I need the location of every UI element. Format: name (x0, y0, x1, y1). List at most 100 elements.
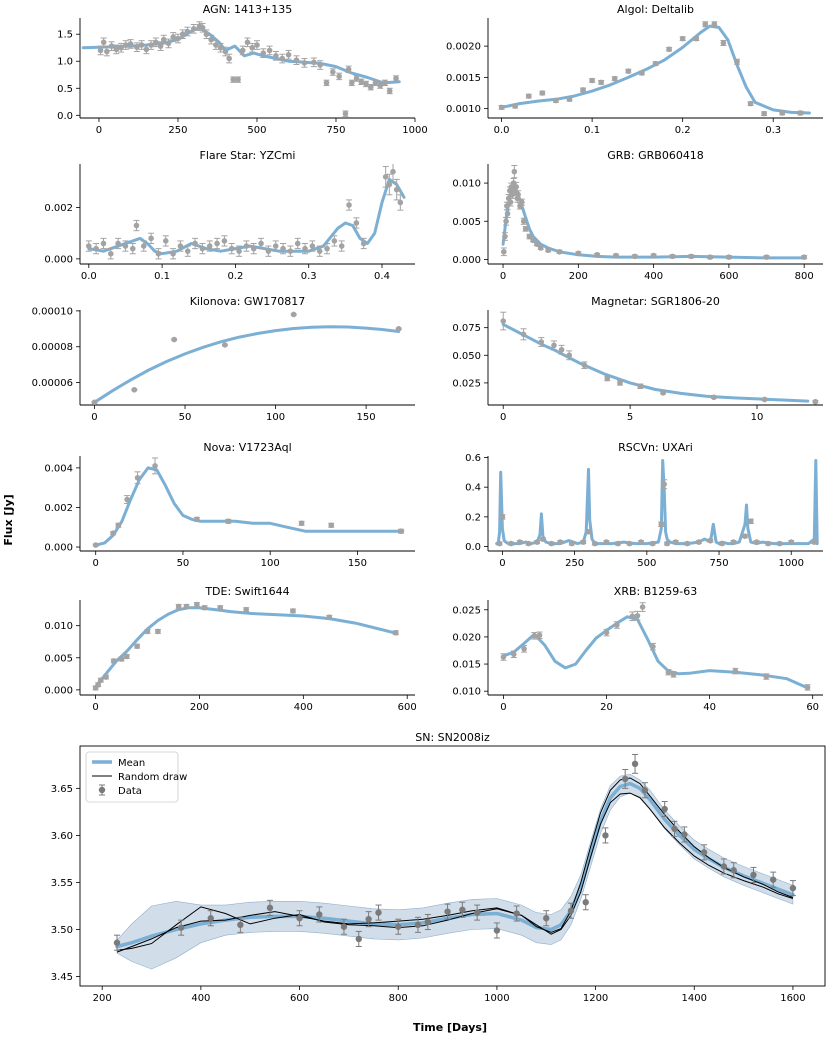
plot-area (500, 311, 819, 405)
data-point (613, 252, 619, 259)
x-tick-label: 40 (703, 702, 716, 713)
data-point (155, 628, 161, 635)
data-point (769, 876, 777, 883)
data-point (513, 910, 520, 917)
data-point (294, 240, 301, 247)
y-tick-label: 3.50 (51, 925, 73, 936)
data-point (626, 540, 633, 547)
data-point (679, 35, 686, 42)
data-point (395, 326, 402, 332)
y-tick-label: 0.015 (452, 660, 481, 671)
data-point (393, 75, 399, 82)
data-point (568, 540, 575, 547)
data-point (118, 44, 124, 51)
data-point (177, 924, 185, 931)
mean-line (94, 606, 399, 689)
chart-panel: GRB: GRB060418 0 200 400 600 800 0.000 0.005 0.0… (452, 149, 823, 282)
x-tick-label: 0 (92, 702, 98, 713)
data-point (97, 47, 104, 54)
y-tick-label: 0.002 (44, 503, 73, 514)
data-point (534, 241, 540, 247)
y-tick-label: 0.075 (452, 323, 481, 334)
y-tick-label: 0.0 (57, 111, 73, 122)
data-point (280, 245, 286, 252)
data-point (519, 199, 525, 205)
data-point (614, 622, 620, 628)
data-point (730, 539, 737, 545)
y-tick-label: 0.050 (452, 351, 481, 362)
data-point (598, 79, 604, 86)
data-point (324, 245, 330, 252)
x-tick-label: 600 (398, 702, 417, 713)
y-tick-label: 0.025 (452, 605, 481, 616)
data-point (317, 62, 323, 68)
data-point (566, 96, 573, 103)
data-point (658, 521, 665, 528)
plot-area (92, 457, 405, 548)
data-point (171, 336, 177, 343)
y-tick-label: 0.002 (44, 203, 73, 214)
plot-frame (79, 745, 826, 987)
data-point (301, 60, 308, 66)
data-point (638, 539, 644, 545)
data-point (85, 243, 92, 249)
data-point (272, 243, 279, 249)
y-tick-label: 0.010 (452, 179, 481, 190)
data-point (763, 673, 770, 680)
data-point (719, 540, 725, 547)
x-tick-label: 0.0 (81, 271, 97, 282)
data-point (621, 775, 629, 783)
data-point (265, 248, 272, 254)
y-tick-label: 0.0020 (446, 42, 481, 53)
chart-panel: SN: SN2008iz 200 400 600 800 1000 1200 1400 1600… (51, 731, 826, 1004)
data-point (386, 88, 393, 94)
x-tick-label: 500 (247, 125, 266, 136)
data-point (556, 248, 563, 255)
data-point (392, 629, 399, 636)
data-point (639, 70, 645, 76)
data-point (355, 935, 362, 943)
data-point (250, 245, 257, 252)
x-tick-label: 1000 (402, 125, 427, 136)
data-point (589, 77, 595, 84)
x-tick-label: 0 (91, 412, 97, 423)
x-tick-label: 100 (261, 558, 280, 569)
data-point (230, 76, 237, 83)
data-point (316, 248, 323, 254)
chart-title: GRB: GRB060418 (607, 149, 704, 162)
data-point (328, 522, 335, 529)
data-point (650, 643, 656, 650)
data-point (217, 44, 224, 51)
y-tick-label: 0.00006 (32, 378, 73, 389)
data-point (575, 250, 582, 257)
data-point (521, 646, 527, 652)
mean-line (502, 615, 809, 690)
data-point (217, 604, 224, 611)
data-point (129, 245, 136, 252)
plot-area (85, 164, 406, 260)
data-point (192, 240, 198, 247)
plot-area (500, 602, 811, 691)
y-tick-label: 0.005 (44, 653, 73, 664)
data-point (512, 103, 518, 109)
x-tick-label: 600 (290, 993, 309, 1004)
data-point (140, 243, 147, 249)
data-point (812, 398, 819, 405)
data-point (536, 632, 543, 639)
data-point (309, 243, 316, 249)
data-point (515, 191, 521, 198)
data-point (525, 540, 532, 547)
data-point (93, 245, 99, 252)
data-point (221, 238, 228, 244)
data-point (213, 42, 219, 48)
data-point (237, 921, 244, 929)
data-point (134, 44, 140, 50)
plot-area (498, 21, 811, 117)
data-point (330, 69, 336, 75)
plot-area (91, 311, 402, 405)
data-point (279, 55, 286, 62)
x-tick-label: 400 (191, 993, 210, 1004)
x-tick-label: 200 (569, 271, 588, 282)
plot-area (113, 753, 797, 970)
data-point (122, 243, 129, 249)
